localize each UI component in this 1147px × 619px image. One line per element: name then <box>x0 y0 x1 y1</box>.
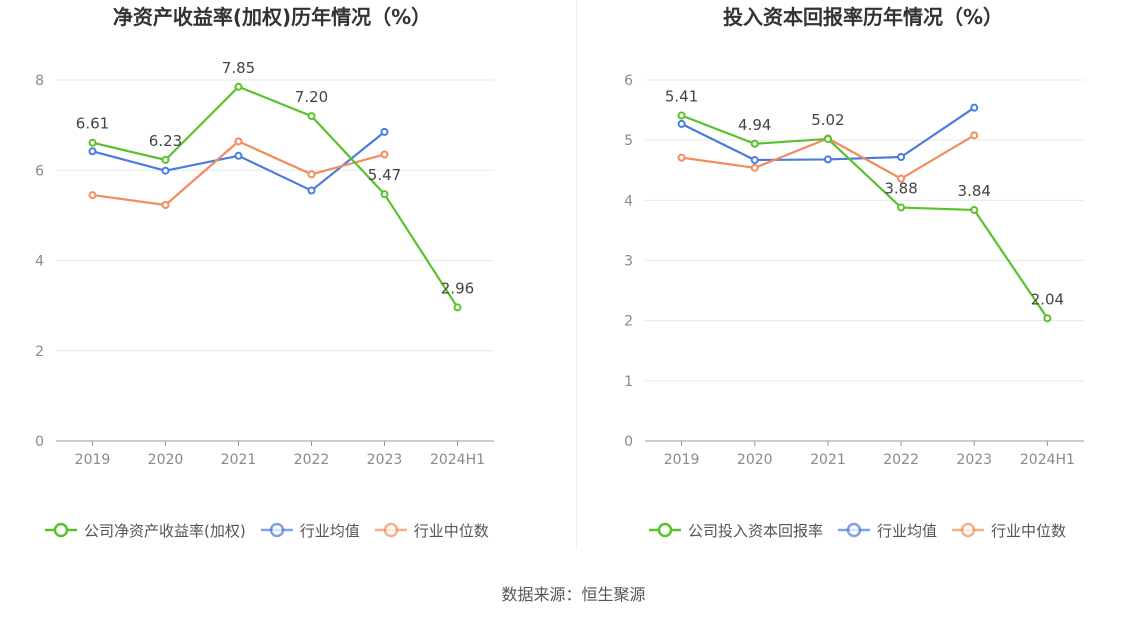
data-point-industry_median[interactable] <box>161 200 170 209</box>
data-point-industry_avg[interactable] <box>970 103 979 112</box>
legend-line-icon <box>45 522 77 538</box>
legend-line-icon <box>952 522 985 538</box>
y-tick-label: 3 <box>624 254 633 270</box>
data-label: 6.23 <box>149 132 182 150</box>
data-point-industry_median[interactable] <box>677 153 686 162</box>
data-point-company[interactable] <box>88 138 97 147</box>
series-line-industry_median <box>92 140 385 207</box>
roic-chart-panel: 投入资本回报率历年情况（%） 0 1 2 3 4 5 6 2019 2020 2021 2022 202… <box>578 0 1147 560</box>
legend-label: 行业中位数 <box>413 521 489 540</box>
legend-item-industry_avg[interactable]: 行业均值 <box>837 520 937 541</box>
data-label: 2.04 <box>1031 290 1064 308</box>
series-line-company <box>92 85 459 309</box>
data-point-company[interactable] <box>750 139 759 148</box>
x-tick-label: 2024H1 <box>1020 452 1075 468</box>
data-label: 4.94 <box>738 116 771 134</box>
x-tick-label: 2023 <box>367 452 403 468</box>
data-source-note: 数据来源：恒生聚源 <box>501 585 646 604</box>
legend-item-industry_median[interactable]: 行业中位数 <box>951 520 1066 541</box>
y-tick-label: 2 <box>35 344 44 360</box>
data-point-industry_median[interactable] <box>307 170 316 179</box>
data-point-industry_avg[interactable] <box>897 153 906 162</box>
y-tick-label: 0 <box>624 434 633 450</box>
data-point-company[interactable] <box>234 82 243 91</box>
chart-title: 投入资本回报率历年情况（%） <box>723 5 1003 29</box>
y-tick-label: 6 <box>624 73 633 89</box>
roic-chart: 投入资本回报率历年情况（%） 0 1 2 3 4 5 6 2019 2020 2021 2022 202… <box>624 5 1084 468</box>
data-label: 7.20 <box>295 88 328 106</box>
data-point-industry_median[interactable] <box>970 131 979 140</box>
data-point-industry_avg[interactable] <box>234 151 243 160</box>
data-point-industry_avg[interactable] <box>750 156 759 165</box>
chart-title: 净资产收益率(加权)历年情况（%） <box>113 5 431 29</box>
x-tick-label: 2019 <box>664 452 700 468</box>
data-point-industry_median[interactable] <box>897 174 906 183</box>
data-point-company[interactable] <box>970 205 979 214</box>
legend-item-company[interactable]: 公司净资产收益率(加权) <box>44 520 246 541</box>
y-tick-label: 2 <box>624 314 633 330</box>
legend-label: 公司投入资本回报率 <box>688 521 824 540</box>
y-tick-label: 5 <box>624 133 633 149</box>
data-point-industry_median[interactable] <box>750 163 759 172</box>
data-point-company[interactable] <box>823 134 832 143</box>
data-point-industry_avg[interactable] <box>823 155 832 164</box>
x-tick-label: 2023 <box>956 452 992 468</box>
data-label: 6.61 <box>76 115 109 133</box>
data-point-company[interactable] <box>161 155 170 164</box>
roic-chart-legend[interactable]: 公司投入资本回报率 行业均值 行业中位数 <box>648 518 1080 542</box>
data-point-company[interactable] <box>1043 314 1052 323</box>
legend-line-icon <box>838 522 871 538</box>
y-tick-label: 4 <box>35 254 44 270</box>
roe-chart: 净资产收益率(加权)历年情况（%） 0 2 4 6 8 2019 2020 2021 2022 20… <box>35 5 494 468</box>
y-tick-label: 4 <box>624 193 633 209</box>
x-tick-label: 2020 <box>737 452 773 468</box>
data-label: 5.41 <box>665 87 698 105</box>
series-line-company <box>681 114 1049 319</box>
data-point-industry_avg[interactable] <box>677 119 686 128</box>
x-tick-label: 2024H1 <box>430 452 485 468</box>
data-point-company[interactable] <box>307 112 316 121</box>
legend-line-icon <box>374 522 407 538</box>
y-tick-label: 8 <box>35 73 44 89</box>
x-tick-label: 2022 <box>294 452 330 468</box>
y-tick-label: 1 <box>624 374 633 390</box>
legend-item-industry_avg[interactable]: 行业均值 <box>260 520 360 541</box>
legend-line-icon <box>260 522 293 538</box>
roe-chart-panel: 净资产收益率(加权)历年情况（%） 0 2 4 6 8 2019 2020 2021 2022 20… <box>0 0 575 560</box>
legend-item-company[interactable]: 公司投入资本回报率 <box>648 520 823 541</box>
data-point-industry_avg[interactable] <box>380 127 389 136</box>
x-tick-label: 2021 <box>810 452 846 468</box>
data-point-company[interactable] <box>677 111 686 120</box>
legend-line-icon <box>649 522 681 538</box>
y-tick-label: 0 <box>35 434 44 450</box>
x-tick-label: 2021 <box>221 452 257 468</box>
roe-chart-legend[interactable]: 公司净资产收益率(加权) 行业均值 行业中位数 <box>44 518 503 542</box>
data-point-company[interactable] <box>380 190 389 199</box>
legend-label: 公司净资产收益率(加权) <box>84 521 246 540</box>
data-point-industry_median[interactable] <box>234 137 243 146</box>
data-point-industry_avg[interactable] <box>161 166 170 175</box>
data-point-industry_avg[interactable] <box>88 147 97 156</box>
legend-label: 行业中位数 <box>991 521 1067 540</box>
legend-item-industry_median[interactable]: 行业中位数 <box>374 520 489 541</box>
x-tick-label: 2019 <box>75 452 111 468</box>
data-label: 3.88 <box>884 180 917 198</box>
y-tick-label: 6 <box>35 163 44 179</box>
data-label: 7.85 <box>222 59 255 77</box>
data-point-industry_avg[interactable] <box>307 186 316 195</box>
data-label: 5.02 <box>811 111 844 129</box>
data-point-company[interactable] <box>897 203 906 212</box>
legend-label: 行业均值 <box>299 521 360 540</box>
data-point-company[interactable] <box>453 303 462 312</box>
x-tick-label: 2020 <box>148 452 184 468</box>
x-tick-label: 2022 <box>883 452 919 468</box>
data-label: 3.84 <box>958 182 991 200</box>
data-label: 5.47 <box>368 166 401 184</box>
data-point-industry_median[interactable] <box>380 150 389 159</box>
data-point-industry_median[interactable] <box>88 191 97 200</box>
panel-divider <box>576 0 577 550</box>
legend-label: 行业均值 <box>877 521 938 540</box>
data-label: 2.96 <box>441 279 474 297</box>
